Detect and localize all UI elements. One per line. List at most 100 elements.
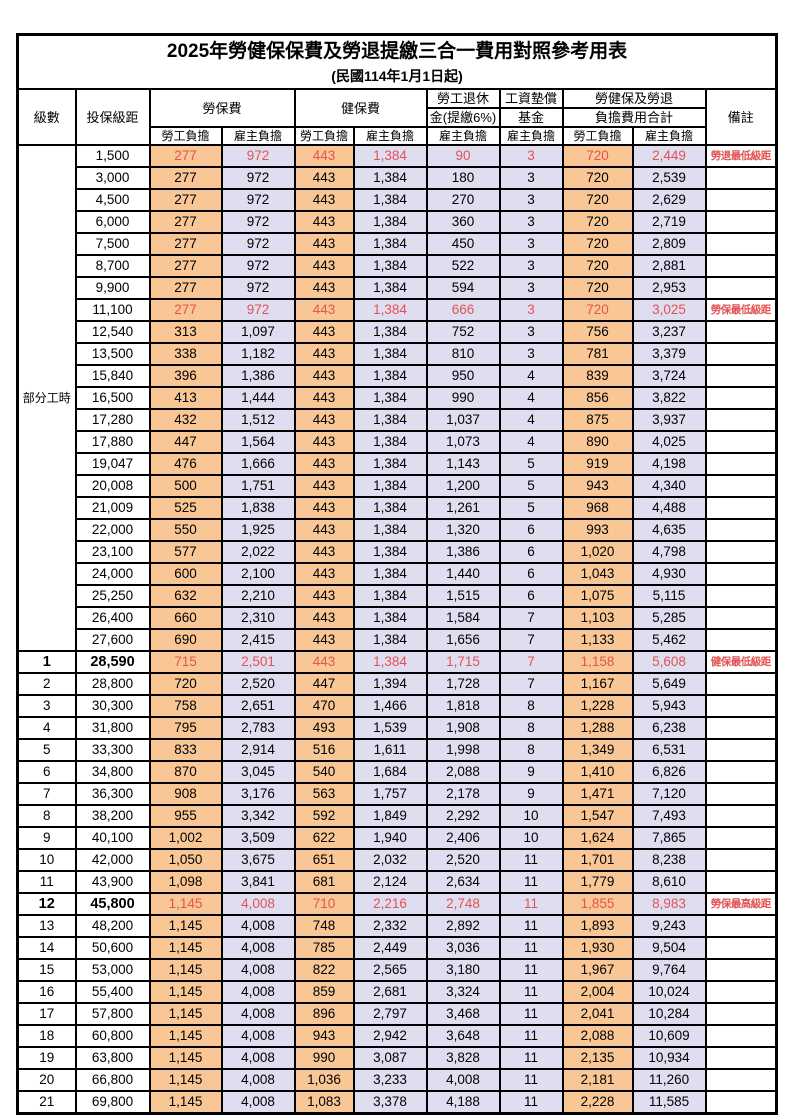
cell-health-employer: 1,384 — [352, 320, 428, 344]
cell-remark: 勞保最高級距 — [704, 892, 778, 916]
cell-remark — [704, 540, 778, 564]
cell-labor-employee: 313 — [148, 320, 223, 344]
table-row: 21,009 525 1,838 443 1,384 1,261 5 968 4,488 — [18, 496, 778, 520]
cell-labor-employer: 2,501 — [220, 650, 296, 674]
cell-health-employee: 443 — [293, 584, 355, 608]
cell-health-employee: 443 — [293, 650, 355, 674]
cell-remark — [704, 672, 778, 696]
cell-remark — [704, 386, 778, 410]
cell-total-employer: 5,608 — [631, 650, 707, 674]
cell-total-employee: 968 — [561, 496, 634, 520]
cell-fund-employer: 3 — [498, 144, 564, 168]
cell-health-employee: 540 — [293, 760, 355, 784]
cell-bracket: 40,100 — [74, 826, 151, 850]
cell-labor-employer: 3,176 — [220, 782, 296, 806]
cell-labor-employer: 1,512 — [220, 408, 296, 432]
cell-health-employer: 1,384 — [352, 364, 428, 388]
cell-health-employee: 443 — [293, 452, 355, 476]
cell-total-employer: 8,238 — [631, 848, 707, 872]
cell-fund-employer: 5 — [498, 496, 564, 520]
cell-pension-employer: 2,748 — [425, 892, 501, 916]
cell-remark — [704, 210, 778, 234]
table-row: 4,500 277 972 443 1,384 270 3 720 2,629 — [18, 188, 778, 212]
cell-health-employee: 443 — [293, 628, 355, 652]
cell-health-employee: 443 — [293, 562, 355, 586]
cell-labor-employee: 476 — [148, 452, 223, 476]
table-row: 1 28,590 715 2,501 443 1,384 1,715 7 1,158 5,608 健… — [16, 650, 778, 674]
subheader-pension-employer: 雇主負擔 — [425, 126, 501, 146]
cell-health-employee: 681 — [293, 870, 355, 894]
cell-remark — [704, 628, 778, 652]
cell-labor-employee: 690 — [148, 628, 223, 652]
cell-remark — [704, 584, 778, 608]
cell-health-employer: 3,378 — [352, 1090, 428, 1115]
cell-pension-employer: 1,908 — [425, 716, 501, 740]
subheader-health-employer: 雇主負擔 — [352, 126, 428, 146]
cell-bracket: 22,000 — [74, 518, 151, 542]
cell-health-employee: 443 — [293, 276, 355, 300]
cell-total-employee: 1,701 — [561, 848, 634, 872]
cell-pension-employer: 666 — [425, 298, 501, 322]
cell-health-employee: 443 — [293, 386, 355, 410]
cell-fund-employer: 11 — [498, 980, 564, 1004]
cell-total-employer: 6,531 — [631, 738, 707, 762]
cell-pension-employer: 3,468 — [425, 1002, 501, 1026]
cell-pension-employer: 522 — [425, 254, 501, 278]
cell-total-employer: 5,115 — [631, 584, 707, 608]
cell-total-employer: 3,724 — [631, 364, 707, 388]
cell-fund-employer: 4 — [498, 408, 564, 432]
cell-bracket: 30,300 — [74, 694, 151, 718]
cell-labor-employee: 1,050 — [148, 848, 223, 872]
cell-labor-employee: 550 — [148, 518, 223, 542]
cell-total-employee: 1,967 — [561, 958, 634, 982]
cell-labor-employee: 660 — [148, 606, 223, 630]
cell-labor-employer: 1,666 — [220, 452, 296, 476]
cell-labor-employee: 277 — [148, 232, 223, 256]
cell-fund-employer: 10 — [498, 804, 564, 828]
cell-total-employee: 720 — [561, 210, 634, 234]
cell-health-employer: 1,394 — [352, 672, 428, 696]
cell-health-employee: 443 — [293, 408, 355, 432]
table-row: 12 45,800 1,145 4,008 710 2,216 2,748 11 1,855 8,… — [16, 892, 778, 916]
cell-total-employer: 5,285 — [631, 606, 707, 630]
cell-pension-employer: 450 — [425, 232, 501, 256]
cell-health-employer: 1,539 — [352, 716, 428, 740]
cell-labor-employer: 3,045 — [220, 760, 296, 784]
cell-fund-employer: 11 — [498, 892, 564, 916]
cell-total-employee: 1,349 — [561, 738, 634, 762]
cell-labor-employer: 4,008 — [220, 1046, 296, 1070]
cell-labor-employee: 1,145 — [148, 1024, 223, 1048]
cell-level: 20 — [16, 1068, 77, 1092]
cell-pension-employer: 1,515 — [425, 584, 501, 608]
cell-labor-employee: 277 — [148, 210, 223, 234]
cell-total-employee: 839 — [561, 364, 634, 388]
cell-total-employee: 756 — [561, 320, 634, 344]
cell-remark — [704, 452, 778, 476]
cell-labor-employee: 715 — [148, 650, 223, 674]
cell-level: 10 — [16, 848, 77, 872]
cell-labor-employee: 277 — [148, 188, 223, 212]
cell-health-employee: 710 — [293, 892, 355, 916]
cell-health-employee: 1,083 — [293, 1090, 355, 1115]
cell-total-employer: 7,493 — [631, 804, 707, 828]
cell-health-employer: 2,797 — [352, 1002, 428, 1026]
cell-total-employee: 993 — [561, 518, 634, 542]
table-row: 9,900 277 972 443 1,384 594 3 720 2,953 — [18, 276, 778, 300]
cell-health-employee: 896 — [293, 1002, 355, 1026]
cell-pension-employer: 950 — [425, 364, 501, 388]
cell-pension-employer: 810 — [425, 342, 501, 366]
cell-level: 21 — [16, 1090, 77, 1115]
col-header-total-line1: 勞健保及勞退 — [561, 88, 707, 109]
cell-total-employee: 2,004 — [561, 980, 634, 1004]
cell-health-employer: 1,384 — [352, 298, 428, 322]
subheader-labor-employee: 勞工負擔 — [148, 126, 223, 146]
table-row: 14 50,600 1,145 4,008 785 2,449 3,036 11 1,930 9,… — [16, 936, 778, 960]
cell-fund-employer: 8 — [498, 694, 564, 718]
cell-pension-employer: 2,892 — [425, 914, 501, 938]
cell-total-employee: 856 — [561, 386, 634, 410]
cell-labor-employer: 972 — [220, 298, 296, 322]
cell-labor-employee: 795 — [148, 716, 223, 740]
cell-total-employee: 2,088 — [561, 1024, 634, 1048]
cell-total-employer: 6,238 — [631, 716, 707, 740]
cell-bracket: 20,008 — [74, 474, 151, 498]
